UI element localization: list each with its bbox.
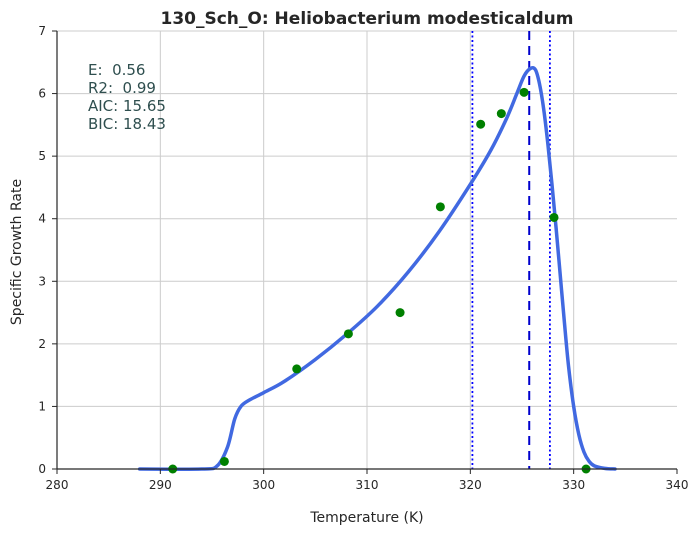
- y-tick-label: 4: [38, 212, 46, 226]
- x-axis-label: Temperature (K): [309, 510, 423, 526]
- y-axis-label: Specific Growth Rate: [9, 179, 25, 325]
- x-tick-label: 340: [666, 478, 689, 492]
- data-point: [219, 456, 229, 466]
- axes-layer: [52, 30, 678, 474]
- stat-r2: R2: 0.99: [88, 79, 156, 97]
- data-point: [549, 212, 559, 222]
- y-tick-label: 0: [38, 462, 46, 476]
- threshold-lines: [471, 31, 551, 469]
- y-tick-label: 5: [38, 149, 46, 163]
- data-point: [343, 329, 353, 339]
- stat-aic: AIC: 15.65: [88, 97, 166, 115]
- data-points-layer: [168, 87, 591, 474]
- fit-curve-layer: [137, 66, 617, 471]
- data-point: [519, 87, 529, 97]
- data-point: [292, 364, 302, 374]
- grid-layer: [57, 30, 677, 469]
- x-tick-label: 330: [562, 478, 585, 492]
- chart-title: 130_Sch_O: Heliobacterium modesticaldum: [160, 9, 573, 29]
- tick-labels-layer: 280 290 300 310 320 330 340 0 1 2 3 4 5 6 7: [38, 24, 688, 492]
- stat-bic: BIC: 18.43: [88, 115, 166, 133]
- y-tick-label: 6: [38, 87, 46, 101]
- stat-e: E: 0.56: [88, 61, 145, 79]
- x-tick-label: 280: [46, 478, 69, 492]
- data-point: [496, 109, 506, 119]
- x-tick-label: 300: [252, 478, 275, 492]
- x-tick-label: 320: [459, 478, 482, 492]
- fit-curve: [137, 66, 617, 471]
- x-tick-label: 290: [149, 478, 172, 492]
- x-tick-label: 310: [356, 478, 379, 492]
- data-point: [395, 308, 405, 318]
- y-tick-label: 1: [38, 399, 46, 413]
- data-point: [435, 202, 445, 212]
- y-tick-label: 2: [38, 337, 46, 351]
- data-point: [476, 119, 486, 129]
- y-tick-label: 3: [38, 274, 46, 288]
- fit-stats-annotation: E: 0.56 R2: 0.99 AIC: 15.65 BIC: 18.43: [88, 61, 166, 133]
- y-tick-label: 7: [38, 24, 46, 38]
